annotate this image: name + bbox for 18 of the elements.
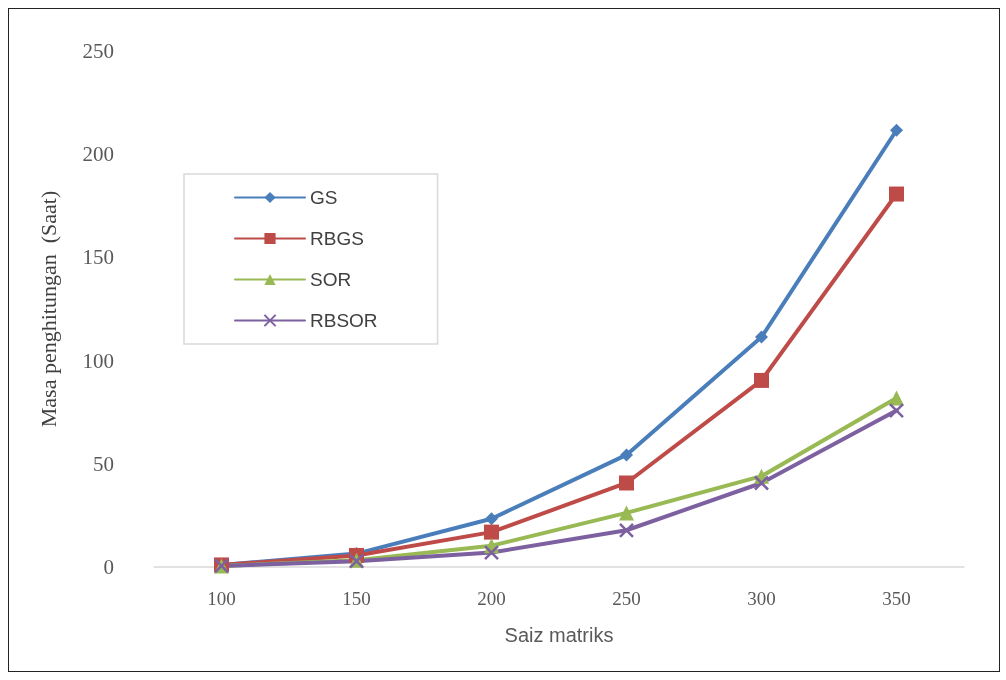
x-tick-label: 350 (882, 588, 911, 609)
x-tick-label: 200 (477, 588, 506, 609)
legend-label: RBSOR (310, 310, 378, 331)
y-tick-label: 50 (93, 451, 114, 476)
legend-label: RBGS (310, 228, 364, 249)
x-tick-label: 250 (612, 588, 641, 609)
y-tick-label: 250 (82, 39, 114, 63)
legend-label: SOR (310, 269, 352, 290)
x-tick-label: 300 (747, 588, 776, 609)
y-axis-title: Masa penghitungan (Saat) (35, 190, 61, 428)
x-axis-title: Saiz matriks (504, 624, 614, 646)
x-tick-label: 150 (342, 588, 371, 609)
y-tick-label: 0 (103, 555, 114, 579)
y-tick-label: 150 (82, 245, 114, 270)
legend-label: GS (310, 187, 338, 208)
y-tick-label: 200 (82, 142, 114, 167)
y-tick-label: 100 (82, 348, 114, 373)
x-tick-label: 100 (207, 588, 236, 609)
